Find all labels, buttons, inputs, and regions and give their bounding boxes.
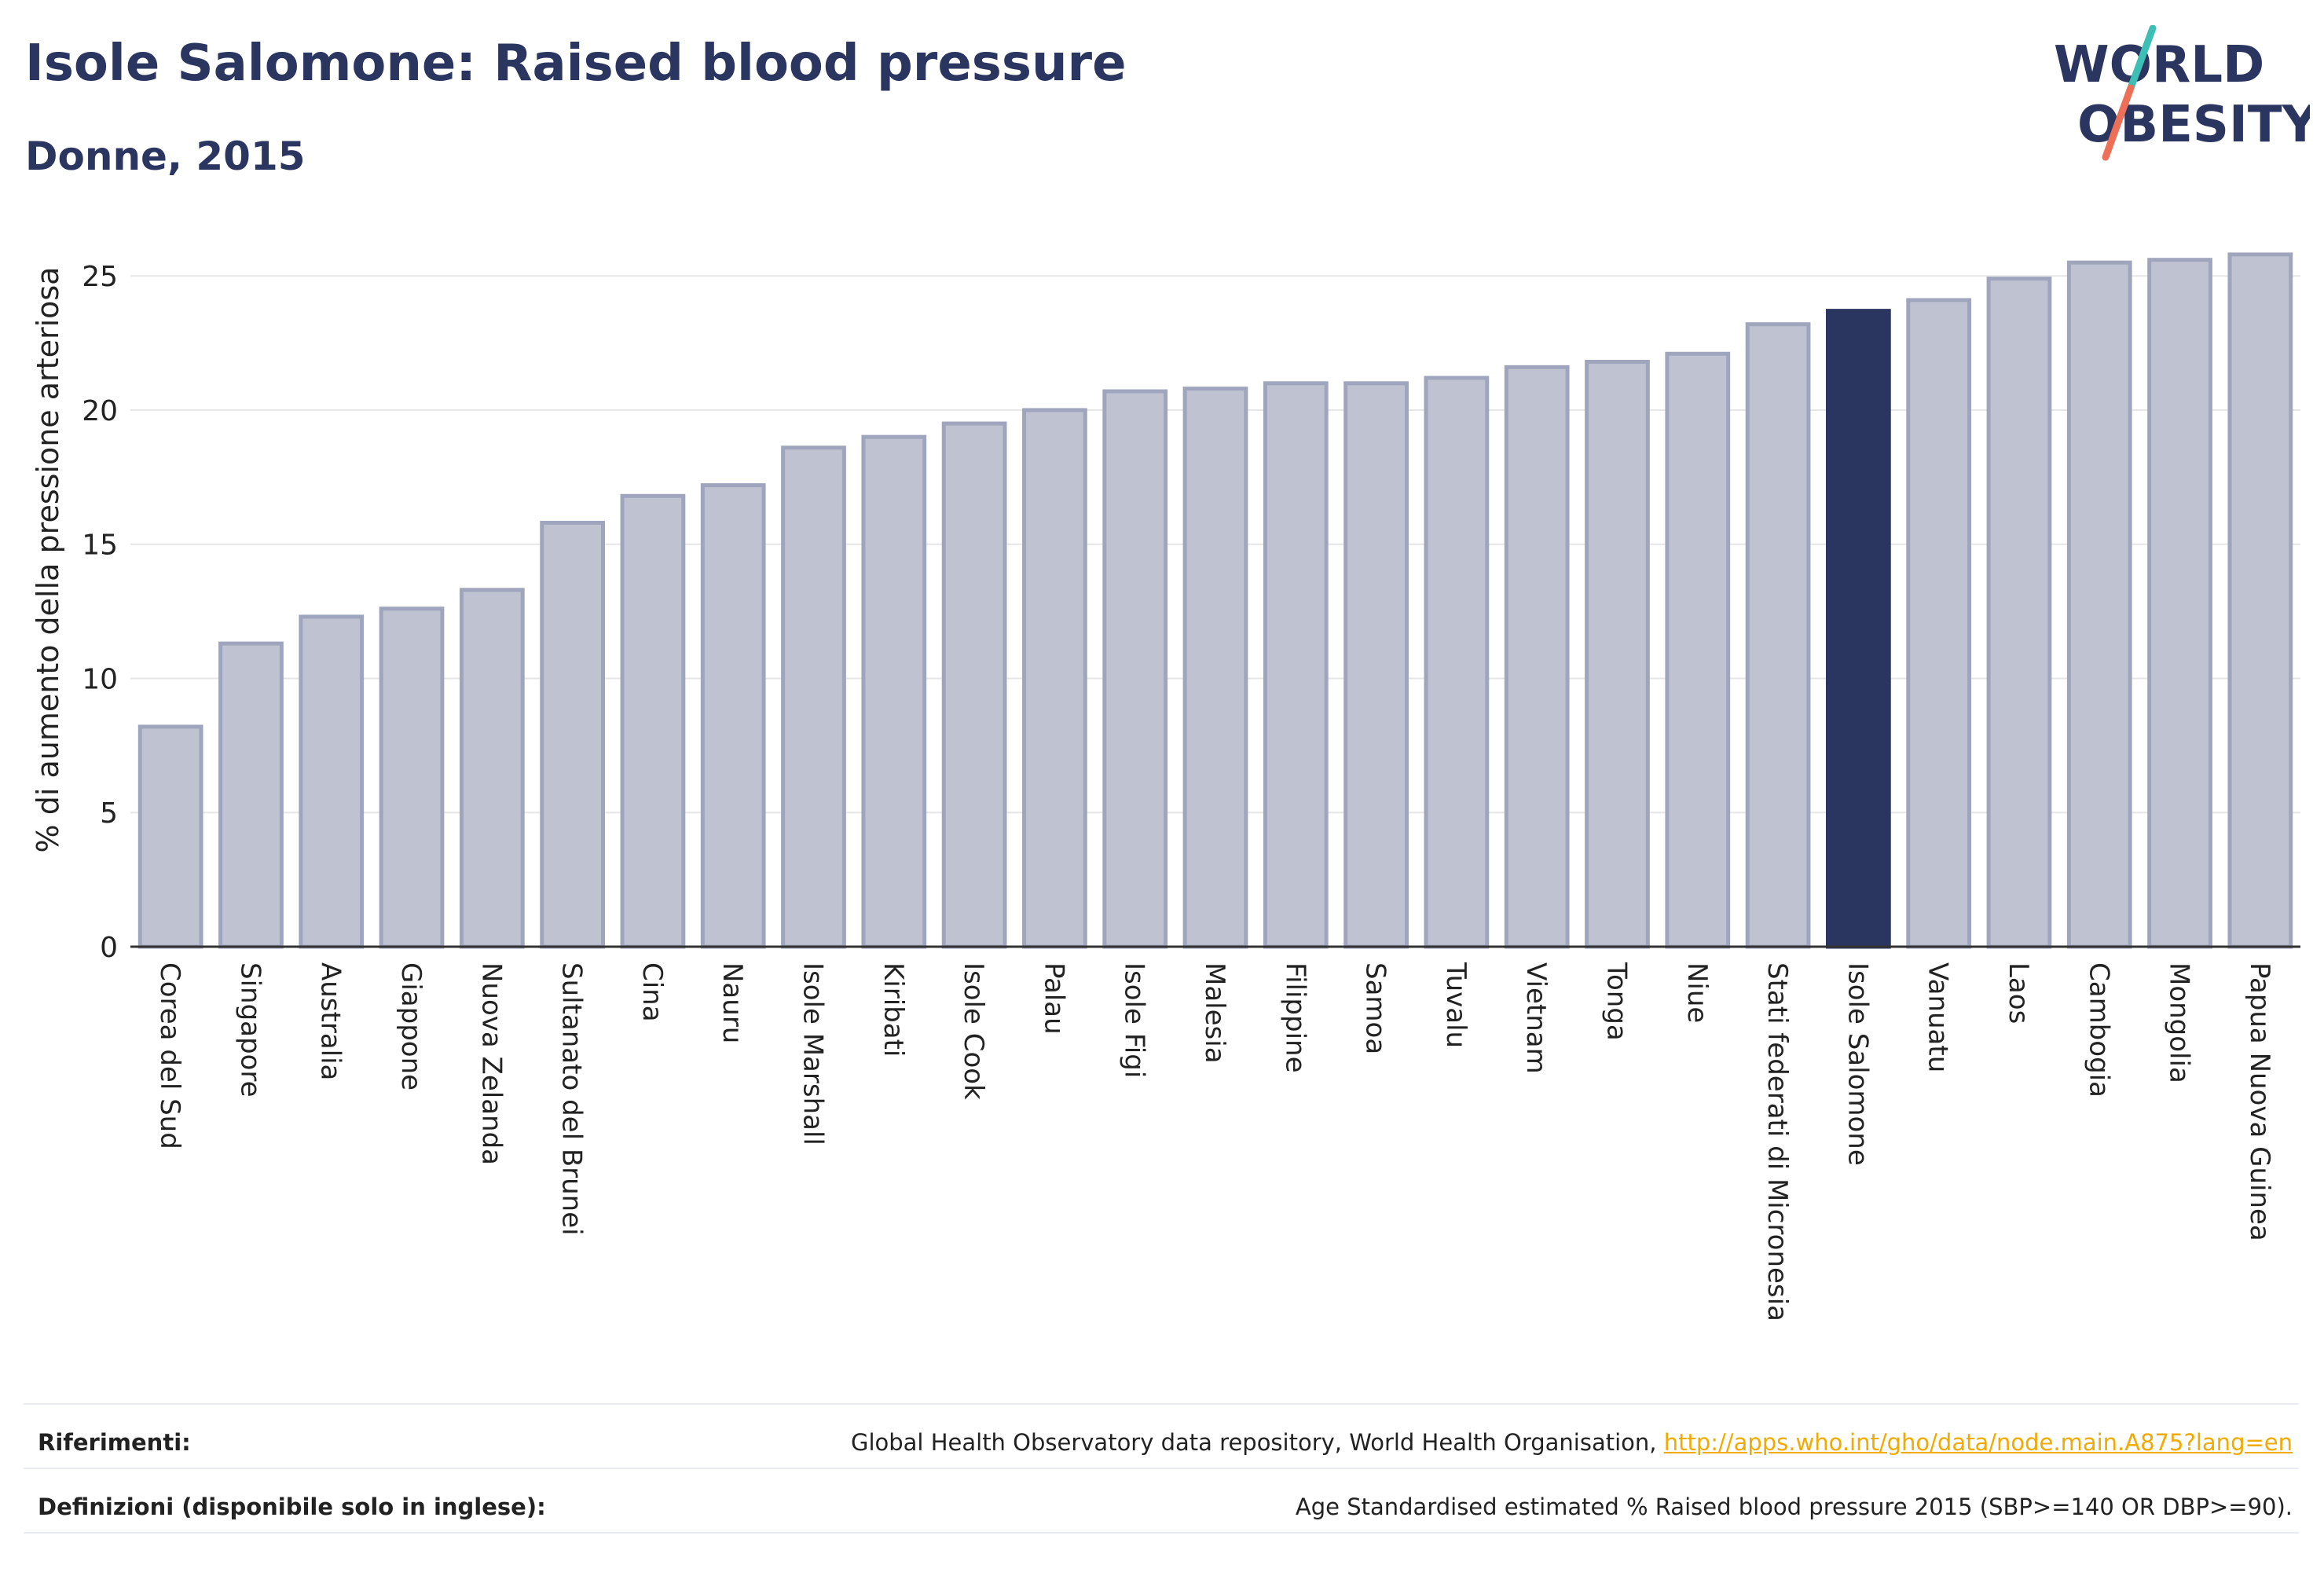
x-tick-label: Giappone [395,962,427,1090]
y-tick-label: 25 [82,261,118,293]
x-tick-label: Filippine [1279,962,1310,1073]
x-tick-label: Samoa [1360,962,1391,1054]
definitions-label: Definizioni (disponibile solo in inglese… [38,1494,546,1520]
bar[interactable] [620,493,686,949]
bar[interactable] [379,607,445,949]
x-tick-label: Corea del Sud [154,962,185,1149]
bar[interactable] [861,434,927,949]
footer-divider-middle [24,1468,2299,1469]
references-label: Riferimenti: [38,1429,191,1456]
bar[interactable] [1665,351,1731,949]
x-tick-label: Niue [1681,962,1713,1023]
y-tick-label: 0 [100,932,118,964]
chart-subtitle: Donne, 2015 [25,134,306,179]
bar[interactable] [1906,298,1972,949]
x-tick-label: Vietnam [1520,962,1552,1074]
bar[interactable] [2147,258,2212,949]
bar[interactable] [1424,376,1490,949]
bar[interactable] [1102,389,1168,949]
bar[interactable] [540,520,606,949]
bar[interactable] [700,483,766,949]
references-link[interactable]: http://apps.who.int/gho/data/node.main.A… [1663,1429,2293,1456]
bar[interactable] [1343,381,1409,949]
bar[interactable] [1504,365,1570,949]
bar[interactable] [218,641,284,949]
logo-slash-coral [2102,84,2135,161]
y-tick-label: 15 [82,530,118,562]
references-text: Global Health Observatory data repositor… [850,1429,1657,1456]
bar[interactable] [1986,277,2052,949]
x-tick-label: Sultanato del Brunei [556,962,588,1236]
y-tick-label: 10 [82,663,118,695]
x-tick-label: Tonga [1600,962,1632,1041]
y-tick-label: 5 [100,797,118,830]
x-tick-label: Kiribati [878,962,909,1057]
x-tick-label: Isole Figi [1119,962,1150,1078]
bar-highlighted[interactable] [1825,309,1891,949]
bar[interactable] [1182,387,1248,949]
footer-divider-bottom [24,1532,2299,1534]
x-tick-labels: Corea del Sud Singapore Australia Giappone N… [154,962,2275,1321]
y-axis-label: % di aumento della pressione arteriosa [31,267,65,853]
x-tick-label: Nuova Zelanda [475,962,507,1165]
bar[interactable] [1263,381,1329,949]
bar[interactable] [459,588,525,949]
bar[interactable] [781,445,846,949]
x-tick-label: Vanuatu [1923,962,1954,1072]
bar-chart: 0 5 10 15 20 25 Corea del Sud Singapore Austral… [31,252,2300,1321]
bar[interactable] [941,421,1007,949]
bars [137,252,2293,949]
x-tick-label: Laos [2003,962,2034,1024]
y-tick-label: 20 [82,395,118,427]
bar[interactable] [1022,408,1087,949]
x-tick-label: Papua Nuova Guinea [2244,962,2275,1241]
footer-divider-top [24,1403,2299,1405]
x-tick-label: Isole Cook [958,962,989,1100]
x-tick-label: Stati federati di Micronesia [1761,962,1793,1321]
x-tick-label: Singapore [234,962,266,1098]
x-tick-label: Isole Salomone [1842,962,1873,1166]
logo-line-world: WORLD [2054,36,2264,94]
chart-title: Isole Salomone: Raised blood pressure [25,35,1127,93]
x-tick-label: Cambogia [2083,962,2114,1098]
bar[interactable] [137,724,203,949]
footer-definitions-row: Definizioni (disponibile solo in inglese… [24,1475,2299,1538]
logo-slash-teal [2127,25,2157,92]
x-tick-label: Cina [636,962,668,1022]
bar[interactable] [1745,322,1811,949]
x-tick-label: Palau [1038,962,1069,1035]
bar[interactable] [1585,360,1650,949]
x-tick-label: Nauru [717,962,748,1043]
x-tick-label: Isole Marshall [797,962,829,1145]
definitions-text: Age Standardised estimated % Raised bloo… [1295,1494,2293,1520]
x-tick-label: Australia [315,962,346,1080]
bar[interactable] [2066,260,2132,949]
footer-references-row: Riferimenti: Global Health Observatory d… [24,1411,2299,1474]
x-tick-label: Mongolia [2164,962,2195,1083]
bar[interactable] [2227,252,2293,949]
world-obesity-logo[interactable]: WORLD OBESITY [2043,25,2310,174]
bar[interactable] [299,614,365,949]
x-tick-label: Malesia [1199,962,1230,1064]
y-tick-labels: 0 5 10 15 20 25 [82,261,118,964]
references-value: Global Health Observatory data repositor… [851,1429,2299,1456]
x-tick-label: Tuvalu [1440,962,1472,1048]
